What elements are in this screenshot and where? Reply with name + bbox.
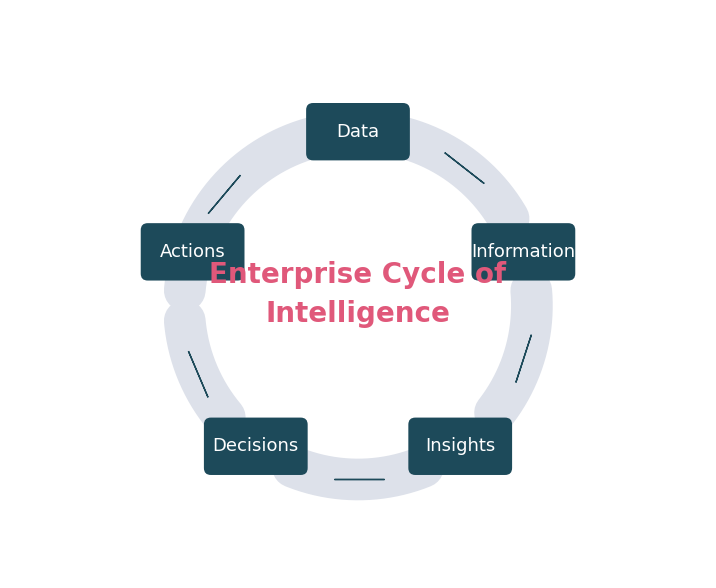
Text: Enterprise Cycle of
Intelligence: Enterprise Cycle of Intelligence xyxy=(210,260,506,328)
Text: Insights: Insights xyxy=(425,437,495,455)
FancyBboxPatch shape xyxy=(141,223,244,280)
FancyBboxPatch shape xyxy=(306,103,410,161)
FancyBboxPatch shape xyxy=(408,417,512,475)
Polygon shape xyxy=(208,175,241,213)
Text: Decisions: Decisions xyxy=(213,437,299,455)
FancyBboxPatch shape xyxy=(204,417,308,475)
FancyBboxPatch shape xyxy=(472,223,575,280)
Text: Data: Data xyxy=(337,123,379,141)
Text: Actions: Actions xyxy=(160,243,226,261)
Polygon shape xyxy=(516,335,531,382)
Polygon shape xyxy=(445,153,484,183)
Polygon shape xyxy=(188,351,208,397)
Text: Information: Information xyxy=(471,243,576,261)
